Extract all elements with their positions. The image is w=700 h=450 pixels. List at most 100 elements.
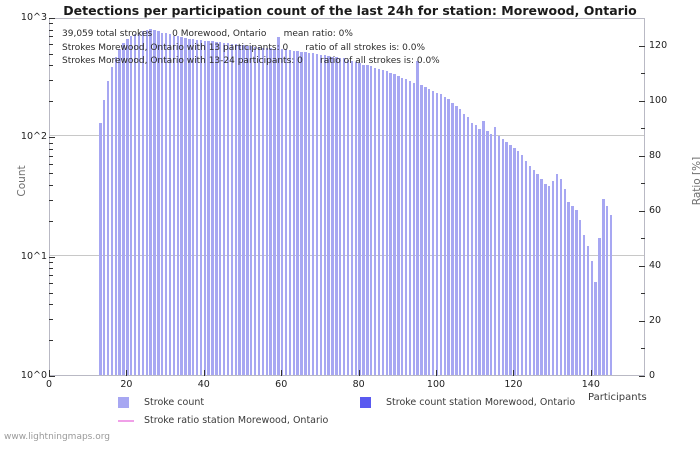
- bar: [145, 29, 148, 375]
- bar: [571, 206, 574, 375]
- bar: [385, 71, 388, 375]
- bar: [412, 82, 415, 375]
- x-tick-label: 80: [352, 379, 365, 390]
- y-tick-left-minor: [49, 23, 53, 25]
- bar: [250, 46, 253, 375]
- bar: [447, 99, 450, 375]
- bar: [408, 81, 412, 375]
- bar: [354, 61, 357, 375]
- bar: [435, 93, 439, 375]
- y-tick-right-label: 100: [649, 94, 668, 106]
- y-tick-left-minor: [49, 292, 53, 294]
- bar: [296, 51, 299, 375]
- bar: [397, 76, 400, 375]
- y-tick-left-minor: [49, 340, 53, 342]
- y-tick-left-label: 10^2: [20, 131, 47, 143]
- bar: [114, 57, 117, 375]
- bar: [126, 38, 129, 375]
- y-tick-right: [639, 320, 645, 322]
- bar: [428, 88, 431, 375]
- x-tick-label: 140: [581, 379, 600, 390]
- bar: [555, 174, 559, 375]
- y-tick-left-minor: [49, 184, 53, 186]
- bar: [404, 79, 408, 375]
- y-tick-left-minor: [49, 29, 53, 31]
- bar: [505, 141, 508, 375]
- bar: [443, 96, 446, 375]
- bar: [544, 183, 547, 375]
- bar: [253, 46, 257, 375]
- bar: [528, 166, 532, 375]
- bar: [373, 67, 377, 375]
- y-tick-left-minor: [49, 36, 53, 38]
- bar: [176, 36, 179, 375]
- bar: [157, 31, 160, 375]
- y-tick-left: [49, 376, 55, 377]
- bar: [358, 63, 361, 375]
- y-tick-left-minor: [49, 148, 53, 150]
- y-tick-left-minor: [49, 65, 53, 67]
- bar: [520, 154, 524, 375]
- bar: [118, 48, 121, 375]
- bar: [315, 53, 319, 375]
- y-tick-left-minor: [49, 44, 53, 46]
- bar: [180, 37, 183, 375]
- bar: [311, 53, 315, 375]
- bar: [242, 45, 245, 375]
- bar: [226, 43, 230, 375]
- x-tick: [126, 370, 128, 376]
- y-tick-right-minor: [641, 183, 645, 185]
- bar: [188, 38, 191, 375]
- bar: [168, 34, 172, 375]
- x-tick-label: 0: [45, 379, 53, 390]
- bar: [335, 57, 338, 375]
- y-tick-left-minor: [49, 220, 53, 222]
- bar: [203, 40, 206, 375]
- y-tick-left-minor: [49, 283, 53, 285]
- x-tick-label: 100: [426, 379, 446, 390]
- bar: [486, 131, 489, 375]
- chart-title: Detections per participation count of th…: [63, 3, 637, 18]
- y-tick-right: [639, 265, 645, 267]
- y-tick-left-minor: [49, 262, 53, 264]
- watermark-text: www.lightningmaps.org: [4, 432, 110, 442]
- bar: [509, 144, 512, 375]
- bar: [331, 56, 334, 375]
- bar: [598, 238, 601, 375]
- bar: [594, 282, 597, 375]
- bar: [381, 69, 385, 375]
- bar: [323, 55, 326, 375]
- bar: [246, 45, 249, 375]
- y-tick-right: [639, 210, 645, 212]
- bar: [130, 35, 133, 375]
- bar: [489, 133, 493, 375]
- y-tick-left-minor: [49, 101, 53, 103]
- x-tick-label: 120: [504, 379, 523, 390]
- x-tick: [590, 370, 592, 376]
- bar-series-stroke-count: [50, 19, 644, 375]
- x-tick: [358, 370, 360, 376]
- bar: [439, 94, 443, 375]
- bar: [540, 178, 543, 375]
- bar: [590, 261, 593, 375]
- y-tick-left-minor: [49, 155, 53, 157]
- bar: [424, 86, 427, 375]
- bar: [308, 52, 311, 375]
- bar: [501, 139, 504, 375]
- chart-legend: Stroke count Stroke count station Morewoo…: [0, 393, 700, 433]
- bar: [277, 37, 280, 375]
- bar: [161, 32, 164, 375]
- bar: [102, 100, 106, 375]
- bar: [211, 41, 214, 375]
- bar: [362, 64, 365, 375]
- bar: [582, 234, 586, 375]
- bar: [238, 44, 241, 375]
- legend-swatch-line-icon: [118, 420, 134, 422]
- bar: [137, 32, 141, 375]
- y-tick-left-minor: [49, 268, 53, 270]
- legend-swatch-box-icon: [118, 397, 129, 408]
- y-tick-right-minor: [641, 293, 645, 295]
- bar: [219, 42, 222, 375]
- y-tick-left: [49, 18, 55, 19]
